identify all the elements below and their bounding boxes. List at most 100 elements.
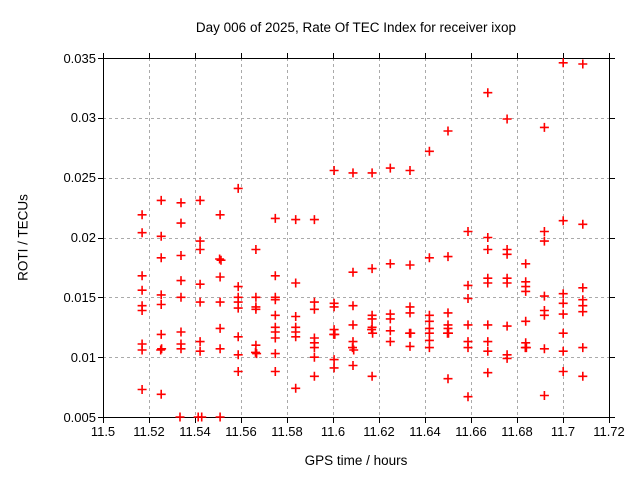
y-tick-label: 0.03 (70, 110, 96, 126)
data-point-marker (195, 245, 205, 254)
data-point-marker (385, 326, 395, 336)
data-point-marker (521, 316, 531, 326)
data-point-marker (539, 291, 549, 301)
data-point-marker (137, 271, 147, 281)
data-point-marker (137, 228, 147, 238)
x-tick-label: 11.62 (363, 424, 395, 439)
data-point-marker (405, 260, 415, 270)
data-point-marker (156, 195, 166, 205)
data-point-marker (156, 253, 166, 263)
data-point-marker (483, 320, 493, 330)
data-point-marker (367, 168, 377, 178)
data-point-marker (521, 286, 531, 296)
data-point-marker (558, 346, 568, 356)
data-point-marker (309, 304, 319, 314)
data-point-marker (156, 231, 166, 241)
data-point-marker (329, 355, 339, 365)
data-point-marker (176, 218, 186, 228)
data-point-marker (137, 345, 147, 355)
data-point-marker (195, 297, 205, 307)
data-point-marker (176, 344, 186, 354)
data-point-marker (443, 126, 453, 136)
data-point-marker (348, 320, 358, 330)
data-point-marker (195, 195, 205, 205)
x-tick-label: 11.72 (593, 424, 625, 439)
data-point-marker (443, 308, 453, 318)
data-point-marker (233, 332, 243, 342)
x-tick-label: 11.58 (271, 424, 303, 439)
data-point-marker (215, 254, 225, 264)
data-point-marker (367, 264, 377, 274)
data-point-marker (197, 412, 207, 422)
data-point-marker (291, 383, 301, 393)
chart-title: Day 006 of 2025, Rate Of TEC Index for r… (195, 20, 517, 35)
data-point-marker (463, 227, 473, 236)
data-point-marker (309, 371, 319, 381)
data-point-marker (270, 310, 280, 320)
data-point-marker (539, 310, 549, 320)
data-point-marker (291, 332, 301, 342)
data-point-marker (443, 374, 453, 384)
data-point-marker (463, 320, 473, 330)
data-point-marker (233, 282, 243, 292)
data-point-marker (539, 236, 549, 246)
x-tick-label: 11.54 (179, 424, 211, 439)
data-point-marker (483, 337, 493, 347)
data-point-marker (483, 278, 493, 288)
data-point-marker (502, 353, 512, 363)
y-tick-label: 0.02 (70, 230, 96, 245)
x-tick-label: 11.52 (133, 424, 165, 439)
data-point-marker (578, 283, 588, 293)
data-point-marker (578, 343, 588, 353)
data-point-marker (137, 210, 147, 220)
data-point-marker (483, 368, 493, 378)
x-tick-label: 11.66 (455, 424, 487, 439)
data-point-marker (539, 344, 549, 354)
data-point-marker (195, 337, 205, 347)
gridlines (103, 58, 610, 418)
data-point-marker (578, 371, 588, 381)
data-point-marker (578, 219, 588, 229)
data-point-marker (176, 251, 186, 260)
data-point-marker (578, 59, 588, 69)
data-point-marker (558, 58, 568, 68)
data-point-marker (176, 198, 186, 208)
data-point-marker (251, 304, 261, 314)
x-tick-label: 11.7 (550, 424, 576, 439)
data-point-marker (558, 216, 568, 226)
data-point-marker (156, 300, 166, 309)
data-point-marker (502, 278, 512, 288)
data-point-marker (558, 309, 568, 319)
data-point-marker (156, 389, 166, 399)
data-point-marker (367, 314, 377, 324)
data-point-marker (502, 249, 512, 259)
data-point-marker (424, 253, 434, 263)
plot-frame (103, 58, 610, 418)
data-point-marker (385, 163, 395, 173)
x-tick-label: 11.68 (501, 424, 533, 439)
data-point-marker (443, 252, 453, 262)
data-point-marker (252, 349, 262, 359)
data-point-marker (195, 346, 205, 356)
data-point-marker (291, 215, 301, 225)
data-point-marker (270, 295, 280, 305)
data-point-marker (233, 183, 243, 193)
data-point-marker (137, 306, 147, 315)
data-point-marker (385, 259, 395, 269)
data-point-marker (385, 314, 395, 324)
data-point-marker (195, 279, 205, 289)
x-tick-label: 11.6 (320, 424, 346, 439)
data-point-marker (405, 166, 415, 175)
data-point-marker (578, 307, 588, 317)
data-point-marker (483, 233, 493, 242)
data-point-marker (233, 303, 243, 313)
data-point-marker (521, 259, 531, 269)
data-point-marker (309, 343, 319, 353)
data-point-marker (329, 166, 339, 175)
data-point-marker (215, 323, 225, 333)
x-axis-label: GPS time / hours (304, 453, 408, 468)
data-points (137, 58, 588, 422)
data-point-marker (137, 285, 147, 295)
data-point-marker (367, 371, 377, 381)
